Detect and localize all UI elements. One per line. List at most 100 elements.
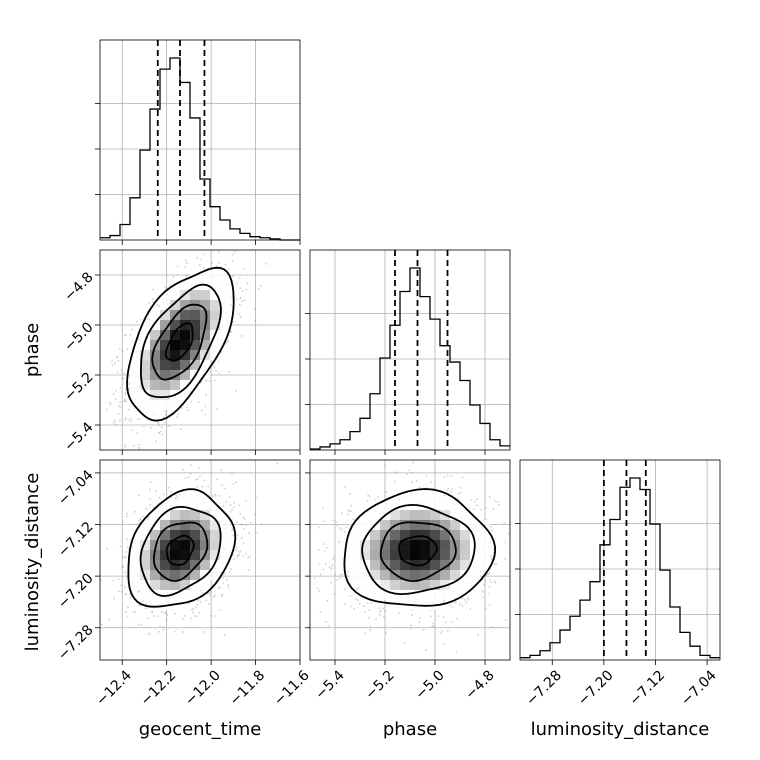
density-cell bbox=[140, 350, 150, 360]
x-tick-label-luminosity_distance: −7.28 bbox=[523, 667, 565, 709]
density-cell bbox=[210, 570, 220, 580]
density-cell bbox=[410, 540, 420, 550]
density-cell bbox=[220, 320, 230, 330]
density-cell bbox=[160, 310, 170, 320]
density-cell bbox=[440, 550, 450, 560]
density-cell bbox=[480, 550, 490, 560]
density-cell bbox=[420, 580, 430, 590]
density-cell bbox=[410, 490, 420, 500]
density-cell bbox=[360, 570, 370, 580]
density-cell bbox=[180, 590, 190, 600]
density-cell bbox=[210, 550, 220, 560]
x-tick-label-geocent_time: −12.2 bbox=[138, 667, 180, 709]
density-cell bbox=[450, 580, 460, 590]
density-cell bbox=[390, 530, 400, 540]
density-cell bbox=[220, 270, 230, 280]
density-cell bbox=[480, 520, 490, 530]
density-cell bbox=[150, 320, 160, 330]
density-cell bbox=[150, 510, 160, 520]
density-cell bbox=[390, 580, 400, 590]
density-cell bbox=[140, 370, 150, 380]
density-cell bbox=[160, 360, 170, 370]
density-cell bbox=[170, 540, 180, 550]
density-cell bbox=[160, 330, 170, 340]
density-cell bbox=[370, 530, 380, 540]
density-cell bbox=[170, 400, 180, 410]
density-cell bbox=[470, 520, 480, 530]
density-cell bbox=[190, 340, 200, 350]
density-cell bbox=[220, 540, 230, 550]
density-cell bbox=[190, 490, 200, 500]
density-cell bbox=[180, 370, 190, 380]
density-cell bbox=[210, 300, 220, 310]
density-cell bbox=[200, 510, 210, 520]
density-cell bbox=[220, 300, 230, 310]
density-cell bbox=[400, 570, 410, 580]
density-cell bbox=[180, 510, 190, 520]
density-cell bbox=[460, 500, 470, 510]
density-cell bbox=[400, 580, 410, 590]
density-cell bbox=[130, 580, 140, 590]
density-cell bbox=[170, 590, 180, 600]
density-cell bbox=[430, 590, 440, 600]
density-cell bbox=[160, 530, 170, 540]
density-cell bbox=[220, 550, 230, 560]
density-cell bbox=[430, 490, 440, 500]
scatter-panel-phase-luminosity_distance bbox=[309, 459, 511, 661]
density-cell bbox=[210, 280, 220, 290]
density-cell bbox=[210, 510, 220, 520]
density-cell bbox=[180, 570, 190, 580]
density-cell bbox=[170, 570, 180, 580]
density-cell bbox=[180, 280, 190, 290]
density-cell bbox=[190, 590, 200, 600]
contour-level-4 bbox=[343, 488, 497, 607]
contour-level-3 bbox=[361, 503, 476, 596]
density-cell bbox=[390, 500, 400, 510]
density-cell bbox=[410, 590, 420, 600]
x-axis-label-geocent_time: geocent_time bbox=[139, 719, 262, 740]
density-cell bbox=[200, 330, 210, 340]
density-cell bbox=[360, 580, 370, 590]
x-tick-label-luminosity_distance: −7.12 bbox=[627, 667, 669, 709]
density-cell bbox=[200, 310, 210, 320]
contour-level-4 bbox=[127, 488, 237, 608]
density-cell bbox=[180, 380, 190, 390]
density-cell bbox=[190, 360, 200, 370]
density-cell bbox=[450, 530, 460, 540]
density-cell bbox=[370, 580, 380, 590]
density-cell bbox=[430, 580, 440, 590]
density-cell bbox=[380, 590, 390, 600]
density-cell bbox=[470, 550, 480, 560]
density-cell bbox=[440, 570, 450, 580]
density-cell bbox=[160, 510, 170, 520]
density-cell bbox=[190, 320, 200, 330]
density-cell bbox=[170, 550, 180, 560]
density-cell bbox=[160, 570, 170, 580]
density-cell bbox=[440, 500, 450, 510]
density-cell bbox=[180, 310, 190, 320]
panel-frame bbox=[309, 249, 511, 451]
density-cell bbox=[380, 550, 390, 560]
density-cell bbox=[440, 520, 450, 530]
density-cell bbox=[170, 370, 180, 380]
contour-level-1 bbox=[164, 322, 194, 362]
density-cell bbox=[450, 570, 460, 580]
density-cell bbox=[440, 530, 450, 540]
density-cell bbox=[370, 570, 380, 580]
density-cell bbox=[450, 520, 460, 530]
density-cell bbox=[140, 530, 150, 540]
density-cell bbox=[430, 560, 440, 570]
density-cell bbox=[180, 350, 190, 360]
hist-panel-luminosity_distance bbox=[515, 459, 721, 661]
y-axis-label-luminosity_distance: luminosity_distance bbox=[22, 473, 43, 652]
density-cell bbox=[430, 510, 440, 520]
density-cell bbox=[210, 290, 220, 300]
density-cell bbox=[150, 310, 160, 320]
density-cell bbox=[480, 530, 490, 540]
density-cell bbox=[190, 530, 200, 540]
x-tick-label-luminosity_distance: −7.04 bbox=[678, 667, 720, 709]
density-cell bbox=[390, 560, 400, 570]
density-cell bbox=[150, 370, 160, 380]
density-cell bbox=[210, 540, 220, 550]
